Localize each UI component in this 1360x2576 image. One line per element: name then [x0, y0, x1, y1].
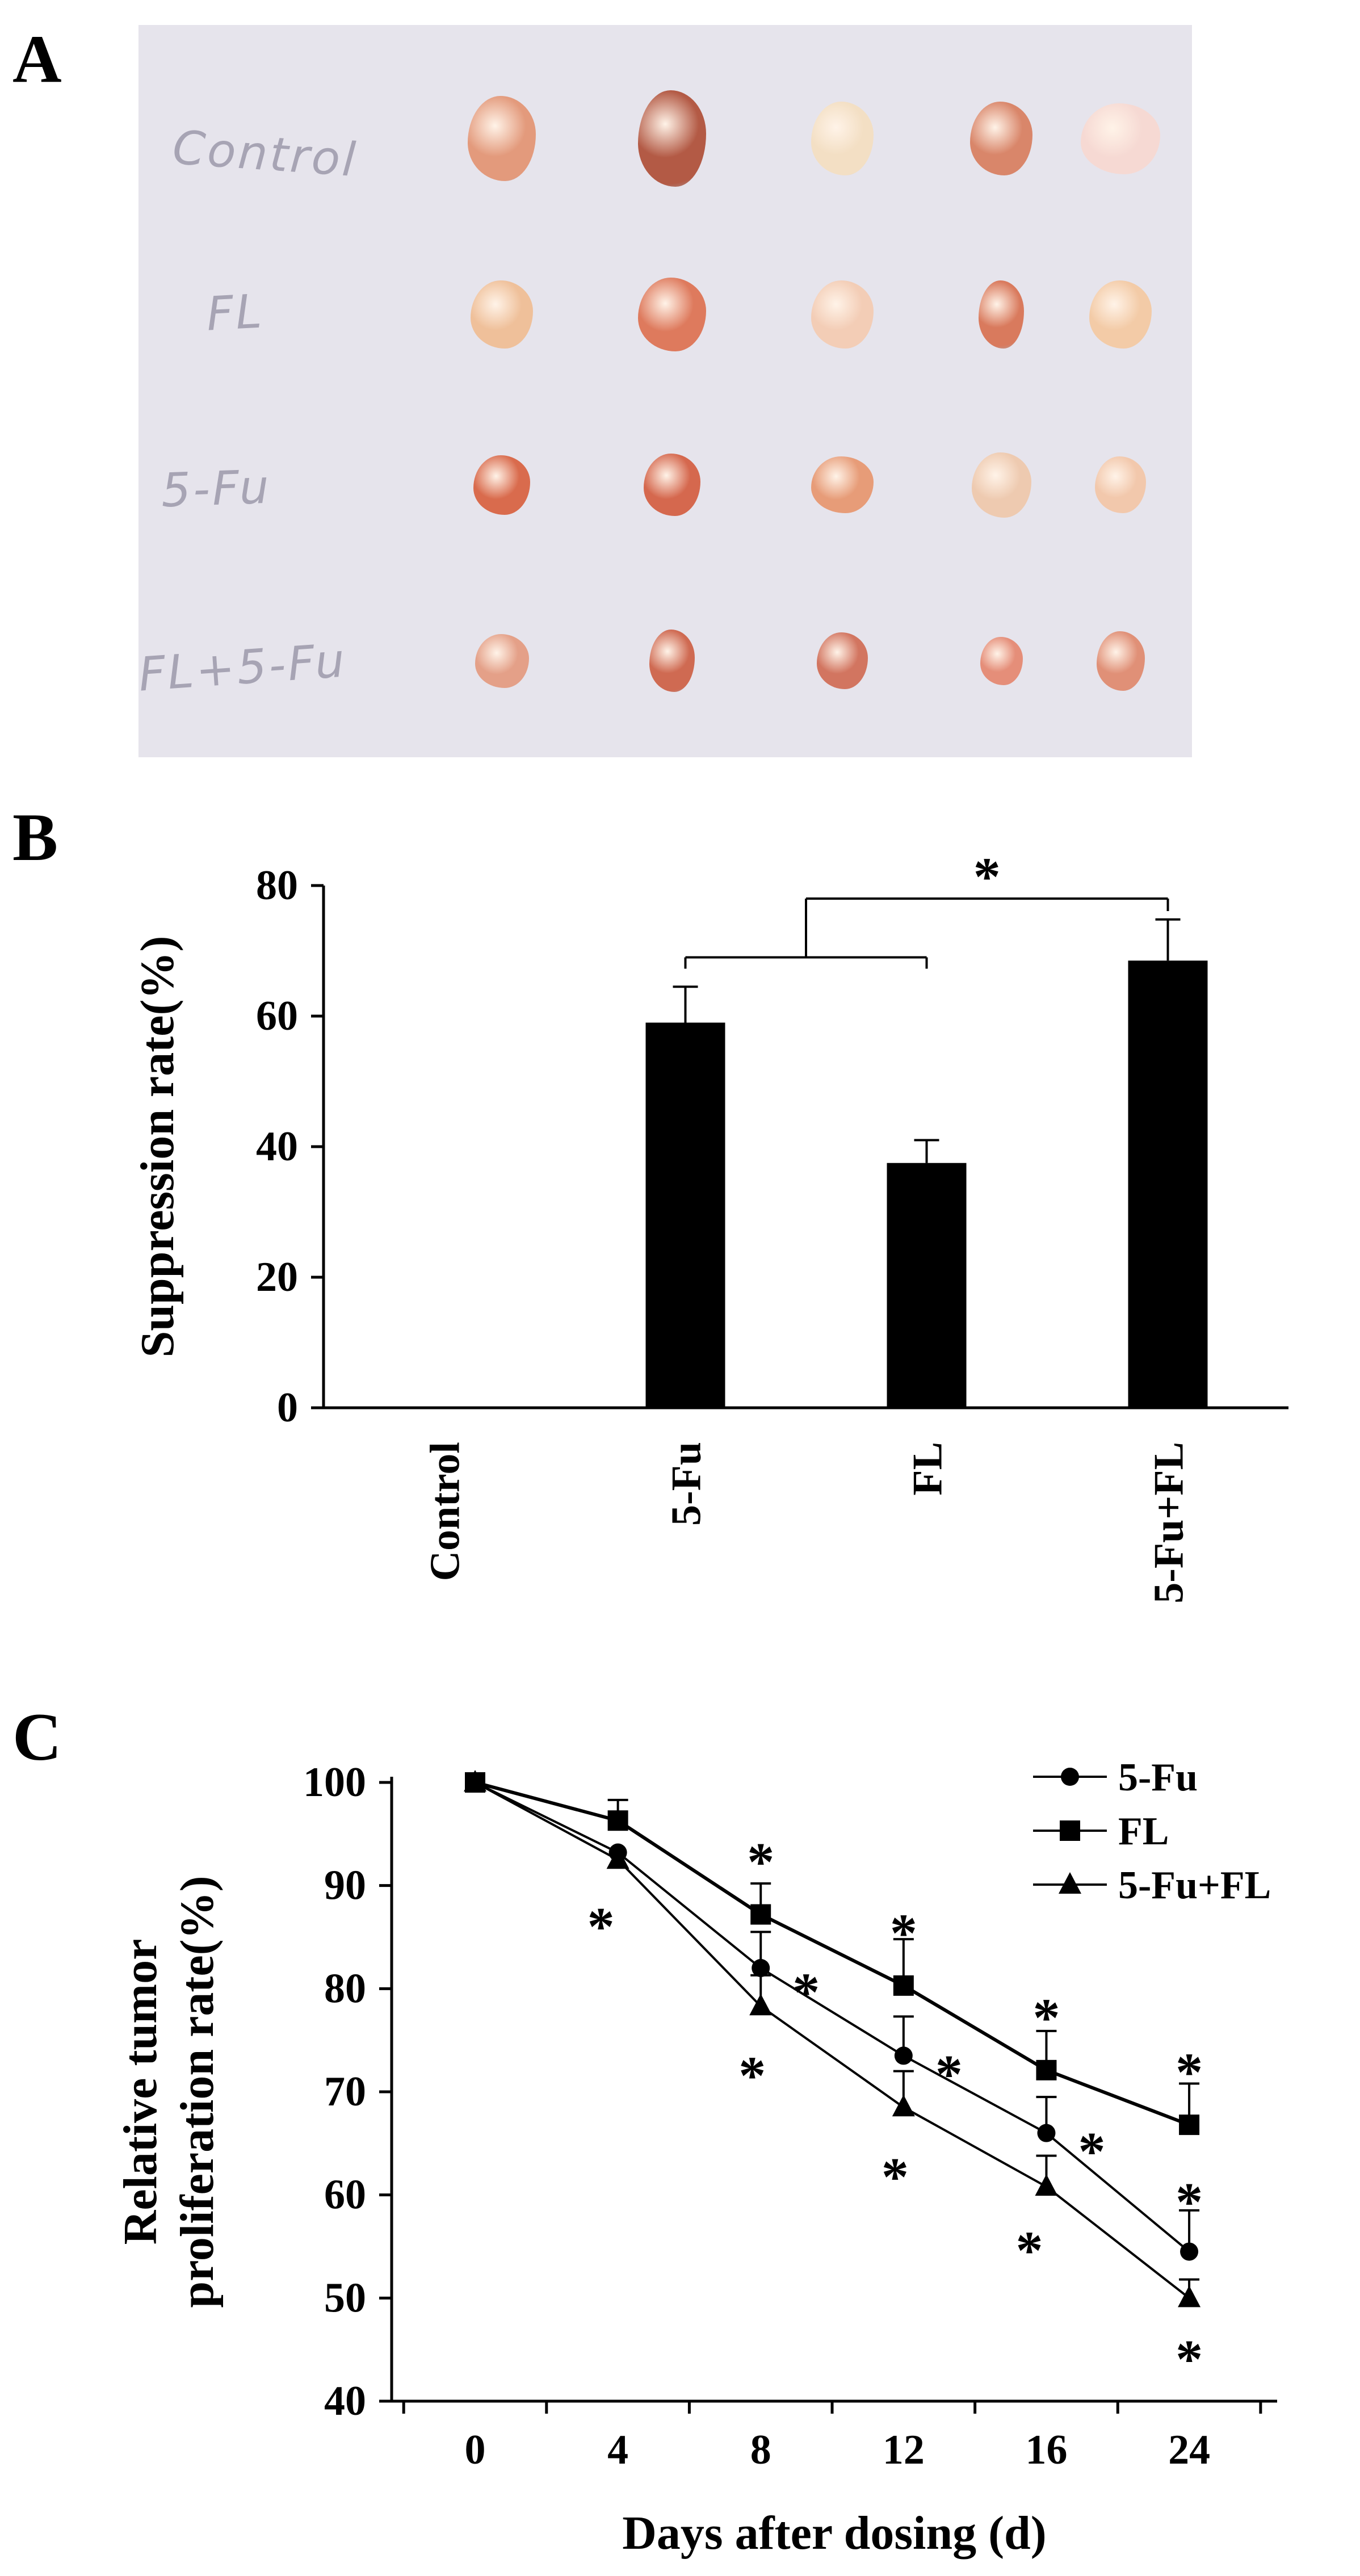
- tumor-sample: [475, 633, 529, 688]
- bar: [887, 1163, 967, 1408]
- line-x-tick-label: 16: [1025, 2427, 1067, 2473]
- tumor-sample: [979, 280, 1024, 349]
- bar-y-axis-label: Suppression rate(%): [131, 936, 184, 1358]
- bar-y-tick-label: 60: [256, 993, 298, 1039]
- line-y-tick-label: 60: [324, 2172, 366, 2218]
- tumor-sample: [811, 456, 874, 513]
- significance-star: *: [1078, 2121, 1105, 2182]
- bar-category-label: FL: [905, 1442, 951, 1496]
- tumor-sample: [817, 632, 868, 689]
- legend-label: 5-Fu+FL: [1118, 1864, 1271, 1907]
- panel-a-label: A: [12, 21, 62, 97]
- bar-y-tick-label: 80: [256, 862, 298, 909]
- tumor-sample: [1089, 280, 1152, 349]
- bar-y-tick-label: 40: [256, 1123, 298, 1170]
- data-point: [1036, 2059, 1057, 2080]
- data-point: [750, 1904, 771, 1925]
- data-point: [894, 2046, 913, 2065]
- significance-star: *: [935, 2044, 963, 2104]
- line-y-axis-label-2: proliferation rate(%): [171, 1876, 224, 2308]
- bar-category-label: 5-Fu+FL: [1146, 1442, 1193, 1604]
- significance-star: *: [792, 1962, 820, 2023]
- data-point: [1180, 2242, 1199, 2261]
- tumor-sample: [638, 278, 706, 351]
- data-point: [749, 1994, 773, 2016]
- tumor-sample: [1096, 631, 1145, 691]
- legend-marker: [1061, 1768, 1079, 1786]
- bar: [645, 1022, 725, 1408]
- data-point: [893, 1975, 914, 1996]
- data-point: [1035, 2174, 1058, 2196]
- data-point: [607, 1810, 628, 1831]
- data-point: [1179, 2114, 1200, 2136]
- line-x-tick-label: 4: [607, 2427, 628, 2473]
- tumor-sample: [811, 280, 874, 349]
- significance-star: *: [747, 1832, 774, 1893]
- line-y-tick-label: 80: [324, 1965, 366, 2012]
- bar-y-tick-label: 0: [277, 1385, 298, 1431]
- line-x-tick-label: 8: [750, 2427, 771, 2473]
- significance-star: *: [738, 2045, 766, 2106]
- bar-y-tick-label: 20: [256, 1254, 298, 1300]
- data-point: [892, 2095, 915, 2117]
- significance-star: *: [587, 1896, 615, 1957]
- significance-star: *: [1015, 2220, 1043, 2281]
- data-point: [752, 1959, 770, 1977]
- bar: [1128, 960, 1208, 1408]
- data-point: [1037, 2124, 1056, 2142]
- legend-label: FL: [1118, 1810, 1169, 1853]
- line-x-axis-label: Days after dosing (d): [622, 2507, 1046, 2560]
- panel-c-label: C: [12, 1699, 62, 1774]
- tumor-sample: [473, 455, 530, 515]
- tumor-sample: [971, 452, 1031, 518]
- legend-marker: [1059, 1872, 1081, 1894]
- tumor-sample: [970, 102, 1032, 175]
- line-x-tick-label: 0: [465, 2427, 486, 2473]
- significance-star: *: [1032, 1987, 1060, 2048]
- line-y-tick-label: 100: [303, 1759, 366, 1806]
- line-x-tick-label: 24: [1168, 2427, 1210, 2473]
- significance-star: *: [890, 1903, 917, 1964]
- series-line: [475, 1781, 1190, 2299]
- tumor-sample: [649, 630, 695, 692]
- bar-category-label: 5-Fu: [664, 1442, 710, 1526]
- tumor-sample: [811, 102, 874, 175]
- tumor-sample: [644, 454, 700, 516]
- legend-label: 5-Fu: [1118, 1756, 1198, 1799]
- series-line: [475, 1781, 1190, 2253]
- significance-star: *: [1176, 2172, 1203, 2233]
- tumor-sample: [638, 90, 706, 187]
- significance-star: *: [882, 2146, 909, 2207]
- line-y-tick-label: 40: [324, 2378, 366, 2424]
- significance-star: *: [1176, 2329, 1203, 2389]
- tumor-sample: [471, 280, 533, 349]
- tumor-sample: [468, 96, 536, 181]
- legend-marker: [1060, 1820, 1080, 1841]
- tumor-photograph: Control FL 5-Fu FL+5-Fu: [138, 25, 1192, 757]
- tumor-sample: [980, 636, 1023, 685]
- series-line: [475, 1781, 1190, 2126]
- tumor-sample: [1081, 103, 1160, 174]
- panel-b-label: B: [12, 799, 58, 875]
- significance-star: *: [973, 846, 1001, 907]
- data-point: [464, 1770, 486, 1792]
- bar-category-label: Control: [422, 1442, 469, 1581]
- line-y-tick-label: 90: [324, 1862, 366, 1909]
- line-x-tick-label: 12: [883, 2427, 925, 2473]
- data-point: [1178, 2285, 1201, 2308]
- line-y-axis-label-1: Relative tumor: [114, 1939, 167, 2245]
- tumor-sample: [1095, 456, 1146, 513]
- significance-star: *: [1176, 2042, 1203, 2103]
- line-y-tick-label: 70: [324, 2069, 366, 2115]
- line-y-tick-label: 50: [324, 2275, 366, 2321]
- data-point: [606, 1847, 629, 1869]
